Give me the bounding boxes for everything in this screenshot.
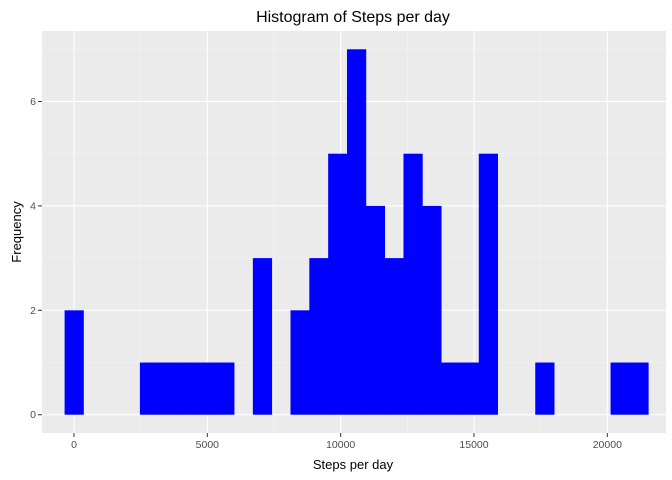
histogram-bar: [177, 362, 197, 415]
histogram-bar: [290, 310, 310, 415]
histogram-bar: [403, 153, 423, 415]
histogram-bar: [629, 362, 649, 415]
histogram-bar: [441, 362, 461, 415]
histogram-bar: [309, 258, 329, 415]
y-axis-ticks: 0 2 4 6: [30, 96, 42, 421]
x-axis-ticks: 0 5000 10000 15000 20000: [71, 433, 622, 451]
x-axis-title: Steps per day: [313, 457, 394, 472]
histogram-bar: [196, 362, 216, 415]
histogram-bar: [139, 362, 160, 415]
histogram-bar: [478, 153, 498, 415]
histogram-bar: [384, 258, 404, 415]
y-tick-label: 2: [30, 305, 36, 317]
histogram-bar: [535, 362, 555, 415]
histogram-bar: [64, 310, 84, 415]
x-tick-label: 15000: [459, 439, 488, 451]
y-tick-label: 6: [30, 96, 36, 108]
histogram-bar: [422, 205, 442, 415]
x-tick-label: 10000: [326, 439, 355, 451]
histogram-bar: [365, 205, 386, 415]
histogram-bar: [610, 362, 630, 415]
chart-title: Histogram of Steps per day: [256, 9, 450, 26]
histogram-bar: [346, 49, 367, 415]
x-tick-label: 20000: [593, 439, 622, 451]
histogram-bar: [328, 153, 348, 415]
histogram-bar: [215, 362, 235, 415]
x-tick-label: 0: [71, 439, 77, 451]
histogram-bar: [459, 362, 480, 415]
histogram-bar: [158, 362, 178, 415]
bars: [64, 49, 649, 415]
y-tick-label: 0: [30, 409, 36, 421]
y-axis-title: Frequency: [9, 201, 24, 263]
y-tick-label: 4: [30, 200, 36, 212]
x-tick-label: 5000: [196, 439, 220, 451]
histogram-bar: [252, 258, 273, 415]
